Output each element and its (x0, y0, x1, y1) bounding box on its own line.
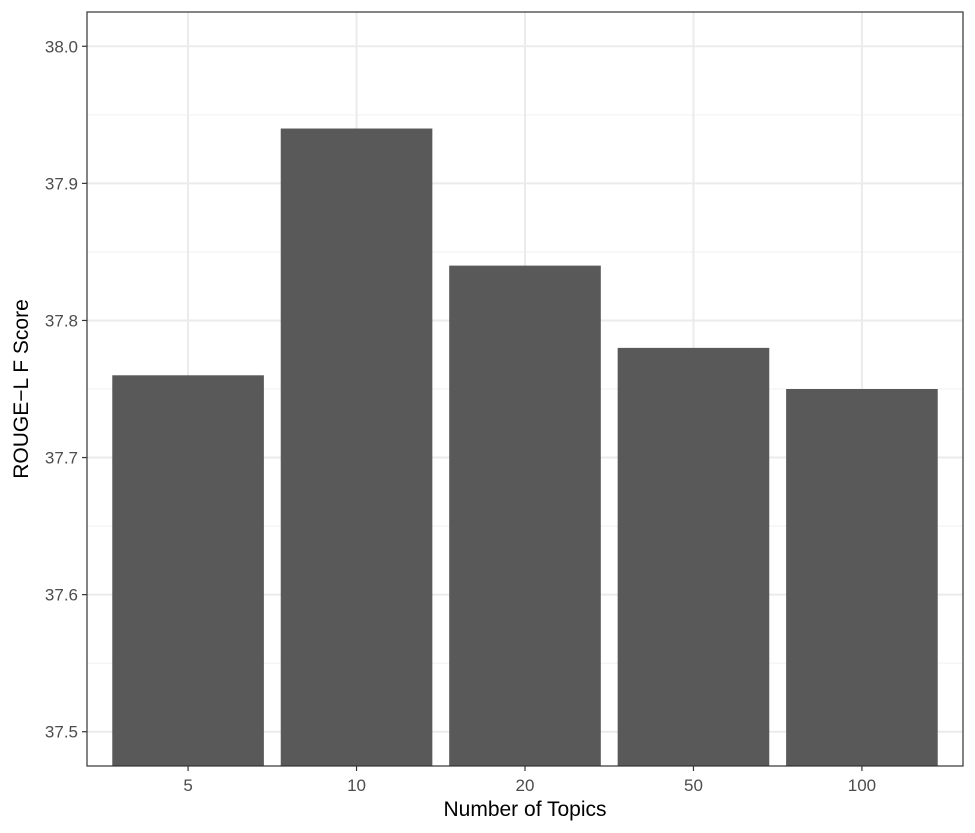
x-tick-label: 20 (516, 776, 535, 795)
bar-10 (280, 128, 433, 766)
y-tick-label: 37.7 (45, 449, 78, 468)
x-tick-label: 50 (684, 776, 703, 795)
x-axis-title: Number of Topics (443, 798, 606, 821)
x-tick-label: 10 (347, 776, 366, 795)
y-tick-label: 37.8 (45, 311, 78, 330)
y-tick-label: 37.6 (45, 586, 78, 605)
y-axis-title: ROUGE−L F Score (10, 299, 33, 479)
axis-layer: 37.5 37.6 37.7 37.8 37.9 38.0 5 10 20 50 100 (45, 37, 876, 795)
bar-50 (617, 347, 770, 766)
bar-5 (112, 375, 264, 766)
y-tick-label: 37.9 (45, 174, 78, 193)
x-tick-label: 100 (848, 776, 876, 795)
bar-100 (786, 389, 938, 766)
x-tick-label: 5 (183, 776, 192, 795)
y-tick-label: 37.5 (45, 723, 78, 742)
bar-layer (112, 128, 938, 766)
bar-20 (449, 265, 601, 766)
y-tick-label: 38.0 (45, 37, 78, 56)
